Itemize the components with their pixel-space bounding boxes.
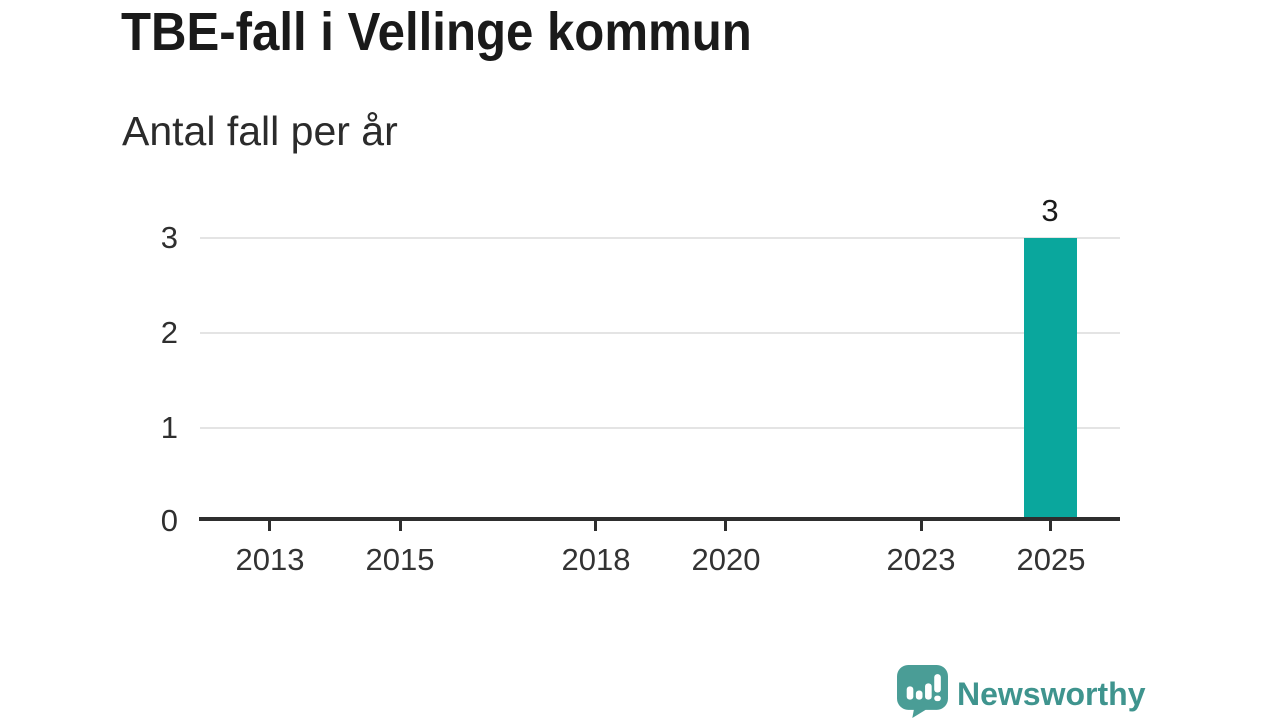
x-axis-label-2018: 2018: [561, 542, 631, 577]
x-axis-label-2013: 2013: [235, 542, 305, 577]
y-axis-label-2: 2: [160, 315, 178, 350]
x-axis-label-2015: 2015: [365, 542, 435, 577]
gridline-2: [200, 332, 1120, 334]
x-axis-tick-2015: [399, 521, 402, 531]
x-axis-tick-2025: [1049, 521, 1052, 531]
x-axis-label-2020: 2020: [691, 542, 761, 577]
x-axis-label-2023: 2023: [886, 542, 956, 577]
brand-name: Newsworthy: [957, 676, 1146, 712]
chart-subtitle: Antal fall per år: [122, 108, 398, 154]
x-axis-label-2025: 2025: [1016, 542, 1086, 577]
bar-value-label: 3: [1041, 193, 1059, 228]
bar-chart-speech-bubble-icon: [897, 665, 948, 720]
newsworthy-logo: Newsworthy: [897, 665, 1145, 720]
y-axis-label-1: 1: [160, 410, 178, 445]
x-axis-tick-2018: [594, 521, 597, 531]
bar-2025: [1024, 238, 1077, 517]
x-axis-line: [199, 517, 1120, 521]
y-axis-label-0: 0: [160, 503, 178, 538]
gridline-3: [200, 237, 1120, 239]
x-axis-tick-2013: [268, 521, 271, 531]
gridline-1: [200, 427, 1120, 429]
x-axis-tick-2020: [724, 521, 727, 531]
x-axis-tick-2023: [920, 521, 923, 531]
chart-title: TBE-fall i Vellinge kommun: [121, 2, 752, 62]
y-axis-label-3: 3: [160, 220, 178, 255]
